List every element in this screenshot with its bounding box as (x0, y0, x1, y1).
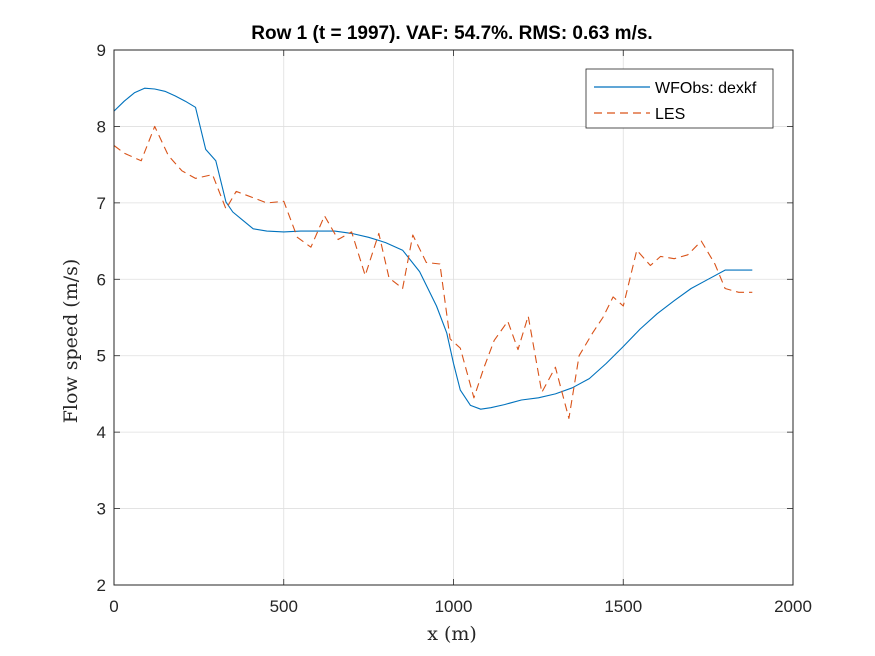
axes: 0 500 1000 1500 2000 2 3 4 5 6 7 8 9 (97, 41, 812, 616)
y-tick-label: 4 (97, 423, 106, 442)
y-axis-label: Flow speed (m/s) (60, 259, 82, 424)
legend: WFObs: dexkf LES (585, 68, 774, 129)
legend-box (585, 68, 774, 129)
series-lines (113, 87, 753, 419)
x-tick-label: 1000 (435, 597, 473, 616)
y-tick-label: 3 (97, 500, 106, 519)
series-line-wfobs (113, 87, 753, 410)
x-tick-label: 0 (109, 597, 118, 616)
series-line-les (113, 125, 753, 419)
y-tick-label: 8 (97, 117, 106, 136)
y-tick-label: 5 (97, 347, 106, 366)
y-tick-label: 2 (97, 576, 106, 595)
y-tick-label: 6 (97, 270, 106, 289)
x-tick-label: 1500 (604, 597, 642, 616)
x-tick-label: 2000 (774, 597, 812, 616)
chart-title: Row 1 (t = 1997). VAF: 54.7%. RMS: 0.63 … (251, 23, 652, 44)
ticks: 0 500 1000 1500 2000 2 3 4 5 6 7 8 9 (97, 41, 812, 616)
y-tick-label: 9 (97, 41, 106, 60)
x-axis-label: x (m) (427, 623, 477, 645)
x-tick-label: 500 (270, 597, 298, 616)
legend-label-les: LES (655, 106, 685, 123)
legend-label-wfobs: WFObs: dexkf (655, 80, 757, 97)
y-tick-label: 7 (97, 194, 106, 213)
